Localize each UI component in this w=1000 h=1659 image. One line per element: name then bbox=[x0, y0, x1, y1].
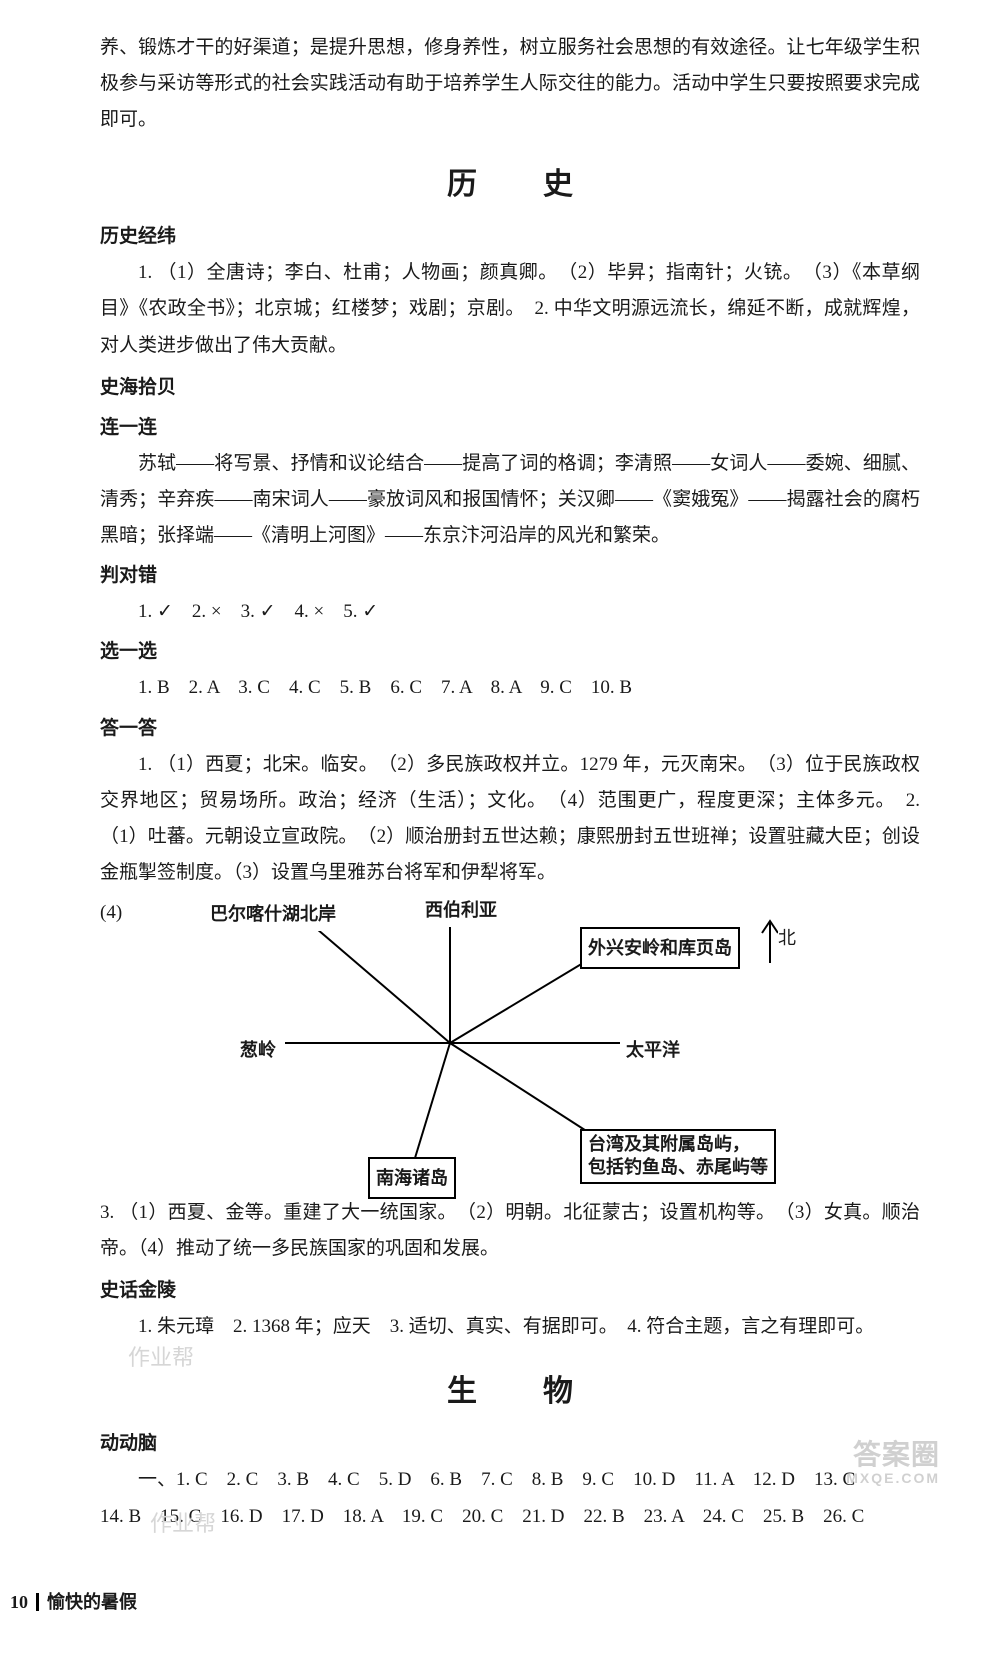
footer-text: 愉快的暑假 bbox=[47, 1585, 137, 1619]
label-s-box: 南海诸岛 bbox=[368, 1157, 456, 1199]
da-text-3: 3. （1）西夏、金等。重建了大一统国家。 （2）明朝。北征蒙古；设置机构等。 … bbox=[100, 1195, 920, 1267]
section-dongnao: 动动脑 bbox=[100, 1426, 920, 1462]
label-n: 西伯利亚 bbox=[425, 893, 497, 927]
bio-line-2: 14. B 15. C 16. D 17. D 18. A 19. C 20. … bbox=[100, 1506, 864, 1527]
subhead-lian: 连一连 bbox=[100, 410, 920, 446]
intro-paragraph: 养、锻炼才干的好渠道；是提升思想，修身养性，树立服务社会思想的有效途径。让七年级… bbox=[100, 30, 920, 138]
section-jinling: 史话金陵 bbox=[100, 1273, 920, 1309]
subhead-da: 答一答 bbox=[100, 711, 920, 747]
label-ne-box: 外兴安岭和库页岛 bbox=[580, 927, 740, 969]
north-symbol: 北 bbox=[778, 921, 796, 955]
wm-logo-text: 答案圈 bbox=[853, 1440, 940, 1471]
wm-logo-url: MXQE.COM bbox=[846, 1471, 940, 1486]
footer-divider bbox=[36, 1593, 39, 1611]
label-w: 葱岭 bbox=[240, 1033, 276, 1067]
xuan-text: 1. B 2. A 3. C 4. C 5. B 6. C 7. A 8. A … bbox=[100, 670, 920, 706]
subhead-xuan: 选一选 bbox=[100, 634, 920, 670]
bio-line-1: 一、1. C 2. C 3. B 4. C 5. D 6. B 7. C 8. … bbox=[100, 1462, 920, 1498]
page-number: 10 bbox=[10, 1585, 28, 1619]
pan-text: 1. ✓ 2. × 3. ✓ 4. × 5. ✓ bbox=[100, 594, 920, 630]
label-e: 太平洋 bbox=[626, 1033, 680, 1067]
title-history: 历史 bbox=[166, 156, 920, 213]
page-footer: 10 愉快的暑假 bbox=[10, 1585, 920, 1619]
label-se-l2: 包括钓鱼岛、赤尾屿等 bbox=[588, 1157, 768, 1177]
jinling-text: 1. 朱元璋 2. 1368 年；应天 3. 适切、真实、有据即可。 4. 符合… bbox=[100, 1309, 920, 1345]
label-se-box: 台湾及其附属岛屿， 包括钓鱼岛、赤尾屿等 bbox=[580, 1129, 776, 1184]
title-biology: 生物 bbox=[166, 1363, 920, 1420]
diagram-row: (4) 巴尔喀什湖北岸 西伯利亚 外 bbox=[100, 893, 920, 1193]
section-shibei: 史海拾贝 bbox=[100, 370, 920, 406]
bio-line-2-wrap: 14. B 15. C 16. D 17. D 18. A 19. C 20. … bbox=[100, 1499, 920, 1535]
label-nw: 巴尔喀什湖北岸 bbox=[210, 897, 336, 931]
watermark-logo: 答案圈 MXQE.COM bbox=[846, 1440, 940, 1486]
label-se-l1: 台湾及其附属岛屿， bbox=[588, 1134, 750, 1154]
jingwei-text: 1. （1）全唐诗；李白、杜甫；人物画；颜真卿。 （2）毕昇；指南针；火铳。 （… bbox=[100, 255, 920, 363]
lian-text: 苏轼——将写景、抒情和议论结合——提高了词的格调；李清照——女词人——委婉、细腻… bbox=[100, 446, 920, 554]
page-root: 养、锻炼才干的好渠道；是提升思想，修身养性，树立服务社会思想的有效途径。让七年级… bbox=[0, 0, 1000, 1659]
da-text-1: 1. （1）西夏；北宋。临安。 （2）多民族政权并立。1279 年，元灭南宋。 … bbox=[100, 747, 920, 891]
subhead-pan: 判对错 bbox=[100, 558, 920, 594]
territory-diagram: 巴尔喀什湖北岸 西伯利亚 外兴安岭和库页岛 葱岭 太平洋 台湾及其附属岛屿， 包… bbox=[110, 893, 790, 1193]
jinling-text-span: 1. 朱元璋 2. 1368 年；应天 3. 适切、真实、有据即可。 4. 符合… bbox=[138, 1316, 874, 1337]
section-jingwei: 历史经纬 bbox=[100, 219, 920, 255]
